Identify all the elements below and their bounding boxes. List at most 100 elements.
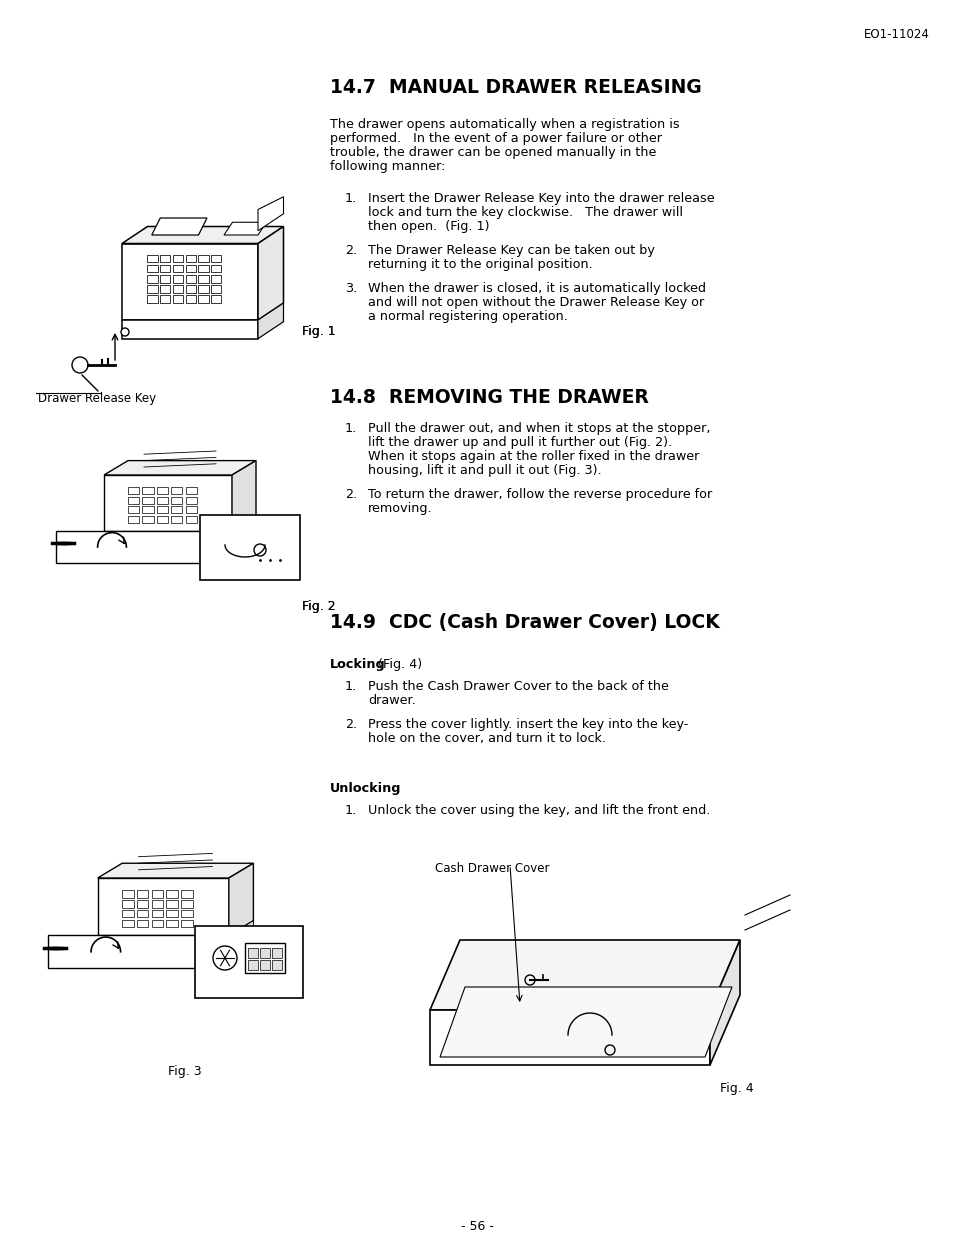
Bar bbox=[156, 516, 168, 522]
Bar bbox=[186, 276, 195, 283]
Polygon shape bbox=[122, 243, 257, 320]
Bar bbox=[198, 276, 209, 283]
Text: 2.: 2. bbox=[345, 244, 356, 257]
Polygon shape bbox=[430, 939, 740, 1010]
Text: Insert the Drawer Release Key into the drawer release: Insert the Drawer Release Key into the d… bbox=[368, 192, 714, 205]
Text: 2.: 2. bbox=[345, 488, 356, 501]
Bar bbox=[156, 506, 168, 514]
Bar bbox=[181, 920, 193, 927]
Bar bbox=[148, 264, 157, 273]
Bar bbox=[198, 295, 209, 303]
Bar bbox=[167, 890, 178, 897]
Text: returning it to the original position.: returning it to the original position. bbox=[368, 258, 592, 271]
Bar bbox=[148, 285, 157, 293]
Bar bbox=[245, 943, 285, 973]
Bar bbox=[186, 516, 196, 522]
Bar bbox=[181, 910, 193, 917]
Bar bbox=[181, 890, 193, 897]
Bar bbox=[171, 496, 182, 504]
Bar bbox=[186, 264, 195, 273]
Circle shape bbox=[121, 328, 129, 336]
Bar bbox=[156, 496, 168, 504]
Text: - 56 -: - 56 - bbox=[460, 1220, 493, 1234]
Bar bbox=[142, 496, 153, 504]
Polygon shape bbox=[439, 987, 731, 1057]
Text: then open.  (Fig. 1): then open. (Fig. 1) bbox=[368, 220, 489, 233]
Bar bbox=[142, 506, 153, 514]
Polygon shape bbox=[97, 877, 229, 936]
Polygon shape bbox=[709, 939, 740, 1065]
Bar bbox=[248, 961, 257, 970]
Bar bbox=[137, 920, 149, 927]
Text: Cash Drawer Cover: Cash Drawer Cover bbox=[435, 862, 549, 875]
Text: Push the Cash Drawer Cover to the back of the: Push the Cash Drawer Cover to the back o… bbox=[368, 680, 668, 692]
Text: Fig. 2: Fig. 2 bbox=[302, 599, 335, 613]
Text: housing, lift it and pull it out (Fig. 3).: housing, lift it and pull it out (Fig. 3… bbox=[368, 464, 601, 477]
Text: a normal registering operation.: a normal registering operation. bbox=[368, 310, 567, 323]
Bar bbox=[160, 285, 171, 293]
Bar bbox=[272, 961, 282, 970]
Text: Fig. 3: Fig. 3 bbox=[168, 1065, 202, 1078]
Bar bbox=[211, 254, 221, 262]
Polygon shape bbox=[257, 303, 283, 339]
Bar bbox=[172, 295, 183, 303]
Bar bbox=[211, 264, 221, 273]
Bar bbox=[128, 486, 139, 494]
Bar bbox=[172, 254, 183, 262]
Text: Fig. 4: Fig. 4 bbox=[720, 1082, 753, 1095]
Bar bbox=[171, 486, 182, 494]
Text: To return the drawer, follow the reverse procedure for: To return the drawer, follow the reverse… bbox=[368, 488, 712, 501]
Text: performed.   In the event of a power failure or other: performed. In the event of a power failu… bbox=[330, 132, 661, 145]
Polygon shape bbox=[152, 218, 207, 235]
Bar bbox=[152, 900, 163, 907]
Bar bbox=[172, 276, 183, 283]
Text: When it stops again at the roller fixed in the drawer: When it stops again at the roller fixed … bbox=[368, 450, 699, 463]
Bar bbox=[272, 948, 282, 958]
Bar bbox=[167, 900, 178, 907]
Bar bbox=[172, 264, 183, 273]
Bar bbox=[122, 900, 133, 907]
Text: The Drawer Release Key can be taken out by: The Drawer Release Key can be taken out … bbox=[368, 244, 654, 257]
Bar bbox=[148, 295, 157, 303]
Text: Fig. 1: Fig. 1 bbox=[302, 325, 335, 338]
Text: 14.7  MANUAL DRAWER RELEASING: 14.7 MANUAL DRAWER RELEASING bbox=[330, 78, 701, 97]
Bar bbox=[248, 948, 257, 958]
Bar bbox=[194, 926, 303, 998]
Bar bbox=[137, 890, 149, 897]
Text: drawer.: drawer. bbox=[368, 694, 416, 707]
Bar bbox=[198, 264, 209, 273]
Bar bbox=[137, 910, 149, 917]
Text: 1.: 1. bbox=[345, 192, 356, 205]
Bar bbox=[181, 900, 193, 907]
Text: lift the drawer up and pull it further out (Fig. 2).: lift the drawer up and pull it further o… bbox=[368, 436, 672, 449]
Bar bbox=[128, 496, 139, 504]
Bar bbox=[198, 254, 209, 262]
Text: EO1-11024: EO1-11024 bbox=[863, 29, 929, 41]
Polygon shape bbox=[56, 531, 232, 563]
Text: removing.: removing. bbox=[368, 503, 432, 515]
Text: 1.: 1. bbox=[345, 422, 356, 436]
Bar bbox=[198, 285, 209, 293]
Polygon shape bbox=[229, 864, 253, 936]
Circle shape bbox=[71, 357, 88, 374]
Bar bbox=[167, 910, 178, 917]
Bar bbox=[160, 276, 171, 283]
Polygon shape bbox=[257, 227, 283, 320]
Text: trouble, the drawer can be opened manually in the: trouble, the drawer can be opened manual… bbox=[330, 146, 656, 159]
Bar bbox=[211, 295, 221, 303]
Bar bbox=[148, 276, 157, 283]
Text: following manner:: following manner: bbox=[330, 160, 445, 172]
Text: 1.: 1. bbox=[345, 804, 356, 817]
Bar bbox=[167, 920, 178, 927]
Bar bbox=[260, 948, 270, 958]
Bar bbox=[186, 295, 195, 303]
Text: The drawer opens automatically when a registration is: The drawer opens automatically when a re… bbox=[330, 118, 679, 132]
Text: Pull the drawer out, and when it stops at the stopper,: Pull the drawer out, and when it stops a… bbox=[368, 422, 710, 436]
Bar bbox=[171, 516, 182, 522]
Bar bbox=[186, 506, 196, 514]
Text: When the drawer is closed, it is automatically locked: When the drawer is closed, it is automat… bbox=[368, 282, 705, 295]
Bar bbox=[128, 516, 139, 522]
Bar bbox=[128, 506, 139, 514]
Bar bbox=[156, 486, 168, 494]
Polygon shape bbox=[104, 475, 232, 531]
